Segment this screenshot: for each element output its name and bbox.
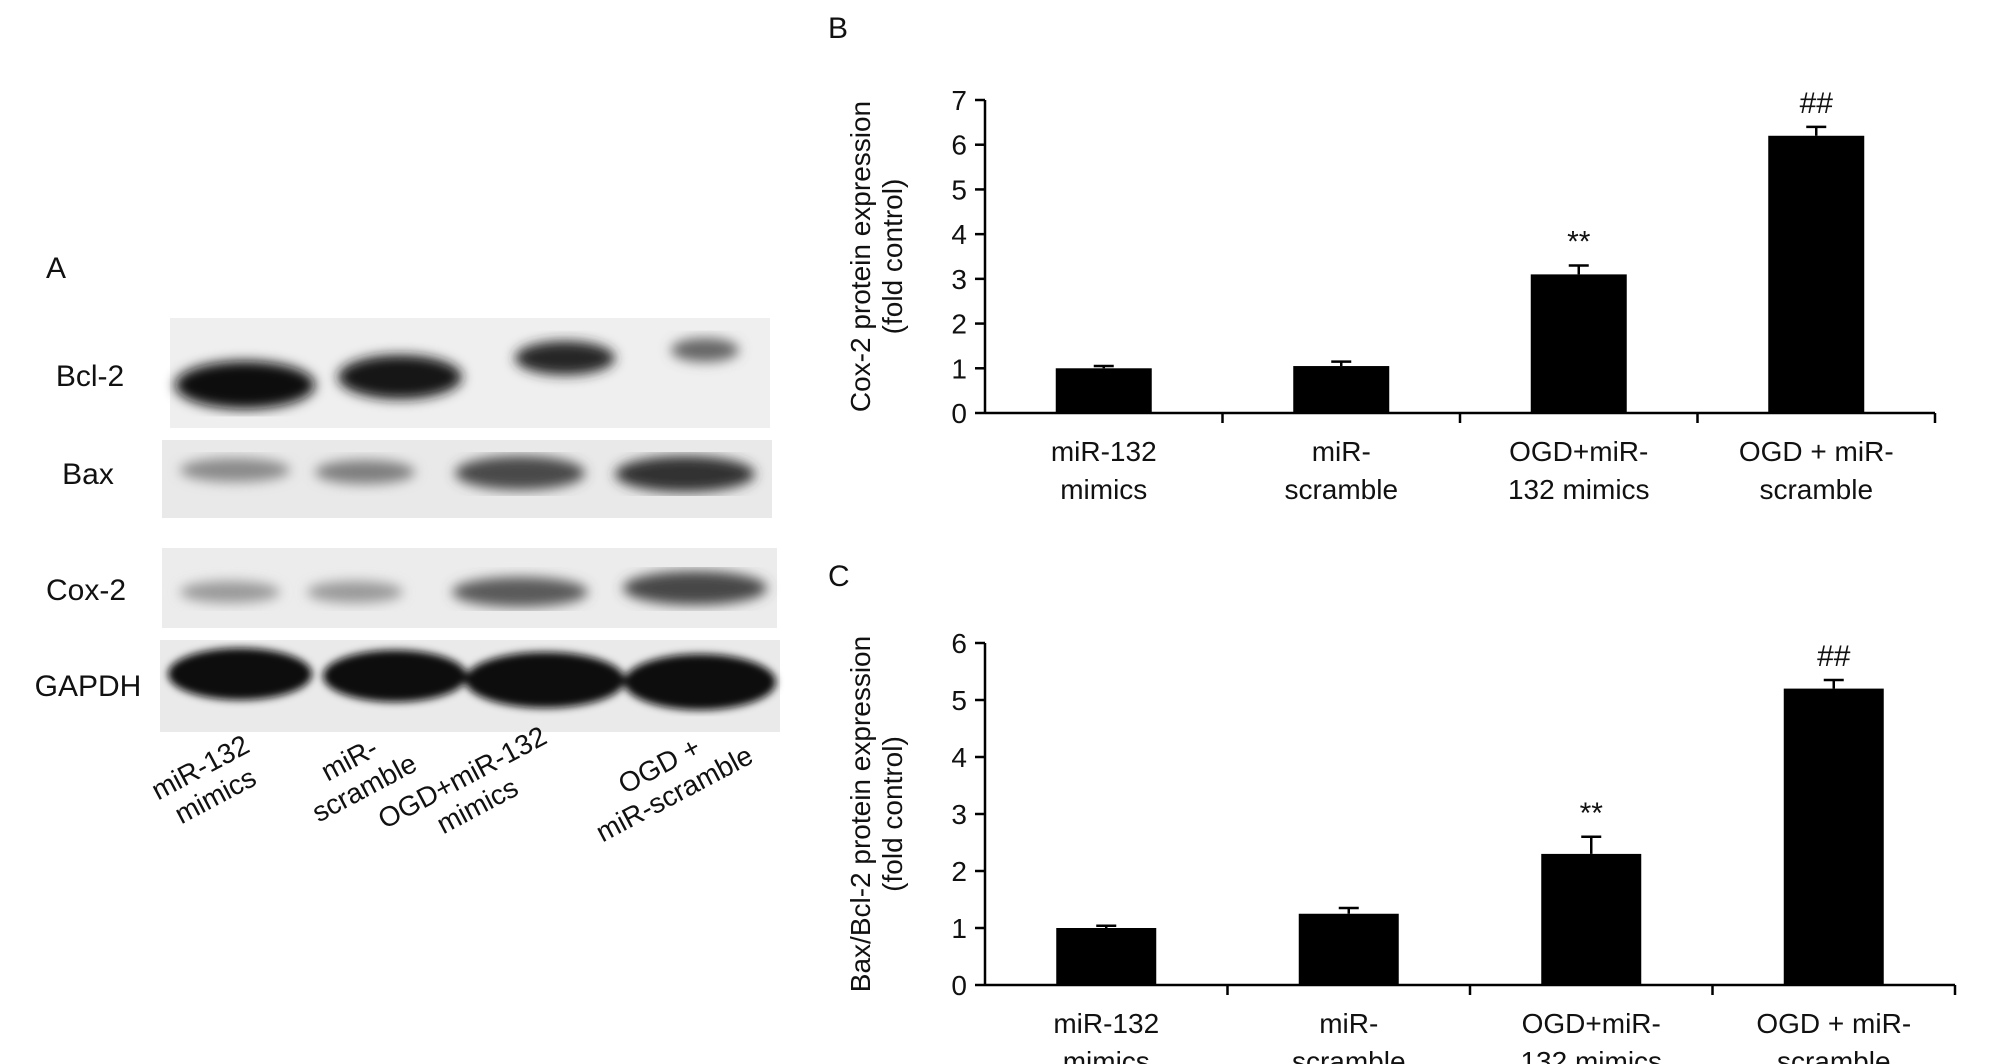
western-blot-image: [160, 318, 780, 732]
y-tick-label-5: 5: [951, 174, 967, 205]
x-tick-label-3-line-2: 132 mimics: [1508, 474, 1650, 505]
bar-3: [1541, 853, 1642, 985]
y-tick-label-5: 5: [951, 685, 967, 716]
x-tick-label-2-line-2: scramble: [1284, 474, 1398, 505]
cox2-bands: [180, 571, 767, 607]
panel-c-letter: C: [828, 560, 850, 593]
y-tick-label-6: 6: [951, 130, 967, 161]
blot-label-cox2: Cox-2: [45, 574, 127, 607]
panel-a-letter: A: [46, 252, 67, 285]
bar-1: [1056, 928, 1157, 985]
y-tick-label-2: 2: [951, 856, 967, 887]
bar-4: [1783, 688, 1884, 985]
y-tick-label-4: 4: [951, 742, 967, 773]
y-tick-label-0: 0: [951, 398, 967, 429]
x-tick-label-1-line-2: mimics: [1063, 1046, 1150, 1064]
significance-mark-3: **: [1567, 225, 1591, 258]
x-tick-label-4-line-2: scramble: [1777, 1046, 1891, 1064]
panel-b-letter: B: [828, 12, 849, 45]
blot-label-bcl2: Bcl-2: [55, 360, 125, 393]
x-tick-label-3-line-2: 132 mimics: [1520, 1046, 1662, 1064]
y-tick-label-3: 3: [951, 799, 967, 830]
y-tick-label-2: 2: [951, 309, 967, 340]
gapdh-bands: [168, 648, 776, 710]
blot-label-gapdh: GAPDH: [34, 670, 142, 703]
bcl2-bands: [175, 338, 739, 409]
bar-2: [1293, 366, 1390, 413]
x-tick-label-1-line-1: miR-132: [1053, 1008, 1159, 1039]
significance-mark-4: ##: [1800, 87, 1834, 120]
y-axis-label-line-2: (fold control): [877, 179, 908, 335]
bar-3: [1530, 274, 1627, 413]
blot-label-bax: Bax: [62, 458, 114, 491]
x-tick-label-3-line-1: OGD+miR-: [1522, 1008, 1661, 1039]
x-tick-label-4-line-2: scramble: [1759, 474, 1873, 505]
x-tick-label-2-line-2: scramble: [1292, 1046, 1406, 1064]
y-tick-label-0: 0: [951, 970, 967, 1001]
y-axis-label-line-1: Bax/Bcl-2 protein expression: [845, 636, 876, 992]
bar-2: [1298, 913, 1399, 985]
significance-mark-3: **: [1580, 797, 1604, 830]
x-tick-label-2-line-1: miR-: [1319, 1008, 1378, 1039]
y-tick-label-4: 4: [951, 219, 967, 250]
y-axis-label-line-2: (fold control): [877, 736, 908, 892]
bar-4: [1768, 135, 1865, 413]
x-tick-label-2-line-1: miR-: [1312, 436, 1371, 467]
x-tick-label-1-line-2: mimics: [1060, 474, 1147, 505]
bax-bands: [180, 456, 755, 492]
significance-mark-4: ##: [1817, 640, 1851, 673]
bar-1: [1055, 368, 1152, 413]
x-tick-label-4-line-1: OGD + miR-: [1739, 436, 1894, 467]
x-tick-label-3-line-1: OGD+miR-: [1509, 436, 1648, 467]
y-tick-label-3: 3: [951, 264, 967, 295]
y-axis-label-line-1: Cox-2 protein expression: [845, 101, 876, 412]
x-tick-label-1-line-1: miR-132: [1051, 436, 1157, 467]
y-tick-label-1: 1: [951, 353, 967, 384]
x-tick-label-4-line-1: OGD + miR-: [1756, 1008, 1911, 1039]
y-tick-label-6: 6: [951, 628, 967, 659]
y-tick-label-7: 7: [951, 85, 967, 116]
y-tick-label-1: 1: [951, 913, 967, 944]
